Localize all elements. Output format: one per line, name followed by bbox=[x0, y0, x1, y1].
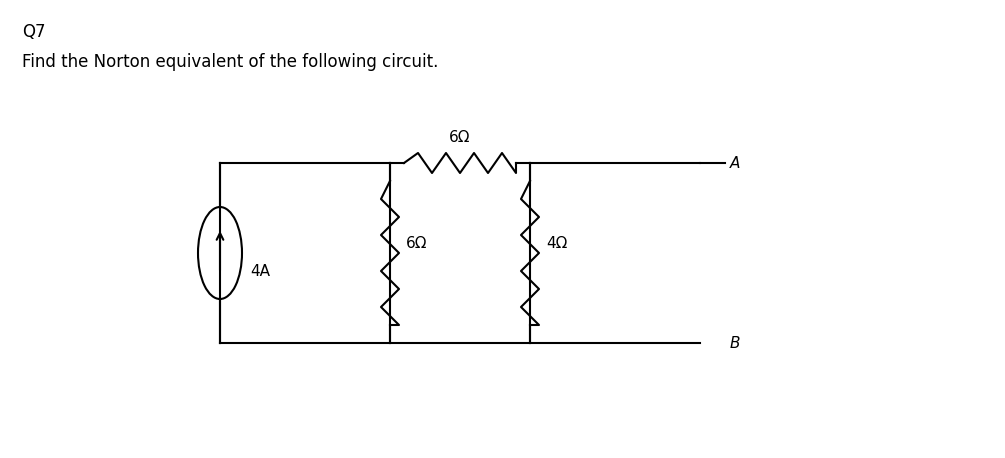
Text: Find the Norton equivalent of the following circuit.: Find the Norton equivalent of the follow… bbox=[22, 53, 438, 71]
Text: 4Ω: 4Ω bbox=[546, 235, 568, 251]
Text: B: B bbox=[730, 336, 741, 350]
Text: 6Ω: 6Ω bbox=[449, 130, 470, 145]
Text: Q7: Q7 bbox=[22, 23, 45, 41]
Text: A: A bbox=[730, 156, 741, 170]
Text: 6Ω: 6Ω bbox=[406, 235, 427, 251]
Text: 4A: 4A bbox=[250, 263, 270, 278]
